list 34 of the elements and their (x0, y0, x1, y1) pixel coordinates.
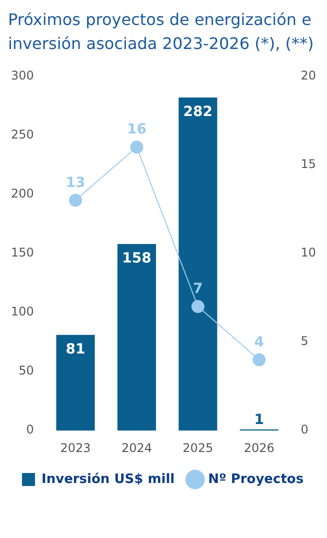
y-tick-label: 250 (11, 127, 34, 142)
y-tick-label: 200 (11, 186, 34, 200)
x-tick-label: 2026 (244, 440, 274, 455)
y-tick-label: 100 (11, 304, 34, 319)
point (130, 140, 144, 154)
x-tick-label: 2025 (182, 440, 214, 455)
data-label: 282 (183, 104, 213, 120)
y-tick-label: 50 (18, 364, 34, 378)
data-label: 4 (254, 334, 264, 350)
point (69, 194, 82, 207)
bar (56, 334, 95, 431)
y-tick-label: 300 (11, 68, 34, 82)
bar (117, 244, 156, 431)
y2-tick-label: 0 (300, 422, 308, 437)
bar (178, 97, 218, 431)
y2-tick-label: 15 (300, 156, 316, 171)
y-tick-label: 150 (11, 246, 34, 260)
point (191, 300, 204, 314)
legend-label: Nº Proyectos (208, 472, 304, 487)
y2-tick-label: 20 (300, 68, 316, 82)
x-tick-label: 2024 (121, 440, 152, 455)
chart-title: Próximos proyectos de energización e inversión asociada 2023-2026 (*), (**) (8, 9, 315, 55)
y2-tick-label: 5 (300, 334, 308, 348)
data-label: 1 (254, 412, 264, 428)
data-label: 158 (122, 250, 152, 267)
x-tick-label: 2023 (60, 440, 91, 455)
point (252, 353, 266, 366)
data-label: 13 (66, 174, 86, 191)
data-label: 7 (193, 281, 203, 298)
legend-label: Inversión US$ mill (42, 472, 175, 487)
y2-tick-label: 10 (300, 246, 316, 260)
y-tick-label: 0 (26, 422, 34, 437)
data-label: 81 (66, 342, 86, 358)
data-label: 16 (126, 122, 146, 138)
